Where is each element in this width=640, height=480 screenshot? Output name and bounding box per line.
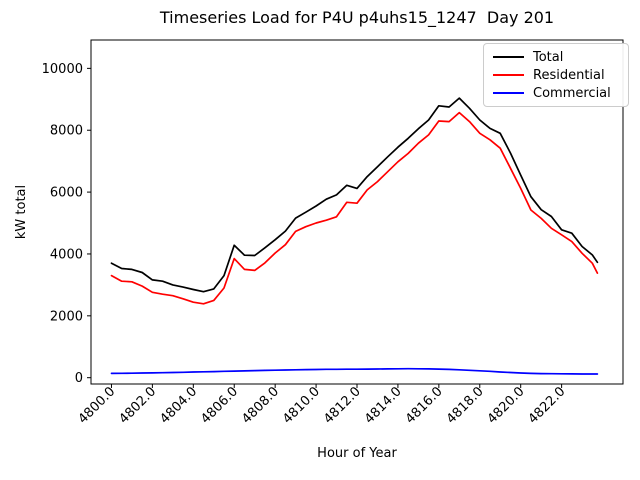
y-tick-label: 10000 (42, 62, 83, 77)
legend-label-commercial: Commercial (533, 85, 611, 101)
x-tick-label: 4816.0 (403, 384, 446, 427)
y-axis-label: kW total (14, 185, 29, 239)
residential-line-swatch (493, 74, 524, 76)
y-tick-label: 8000 (50, 124, 83, 139)
legend-label-residential: Residential (533, 67, 605, 83)
y-tick-label: 2000 (50, 309, 83, 324)
commercial-line (110, 367, 599, 375)
x-tick-label: 4810.0 (280, 384, 323, 427)
commercial-line-swatch (493, 92, 524, 94)
x-tick-label: 4812.0 (321, 384, 364, 427)
legend-item-residential: Residential (493, 69, 619, 82)
x-tick-label: 4808.0 (239, 384, 282, 427)
x-tick-label: 4806.0 (198, 384, 241, 427)
legend-item-commercial: Commercial (493, 87, 619, 100)
x-tick-label: 4820.0 (485, 384, 528, 427)
x-tick-label: 4814.0 (362, 384, 405, 427)
x-tick-label: 4800.0 (76, 384, 119, 427)
x-tick-label: 4804.0 (157, 384, 200, 427)
x-tick-label: 4802.0 (116, 384, 159, 427)
chart-title: Timeseries Load for P4U p4uhs15_1247 Day… (159, 8, 555, 27)
residential-line (110, 111, 599, 305)
total-line (110, 97, 599, 293)
legend-label-total: Total (533, 49, 564, 65)
x-axis-label: Hour of Year (317, 446, 397, 461)
y-tick-label: 4000 (50, 247, 83, 262)
x-tick-label: 4818.0 (444, 384, 487, 427)
legend: Total Residential Commercial (483, 43, 629, 107)
y-tick-label: 0 (75, 371, 83, 386)
total-line-swatch (493, 56, 524, 58)
x-tick-label: 4822.0 (526, 384, 569, 427)
y-tick-label: 6000 (50, 186, 83, 201)
legend-item-total: Total (493, 51, 619, 64)
